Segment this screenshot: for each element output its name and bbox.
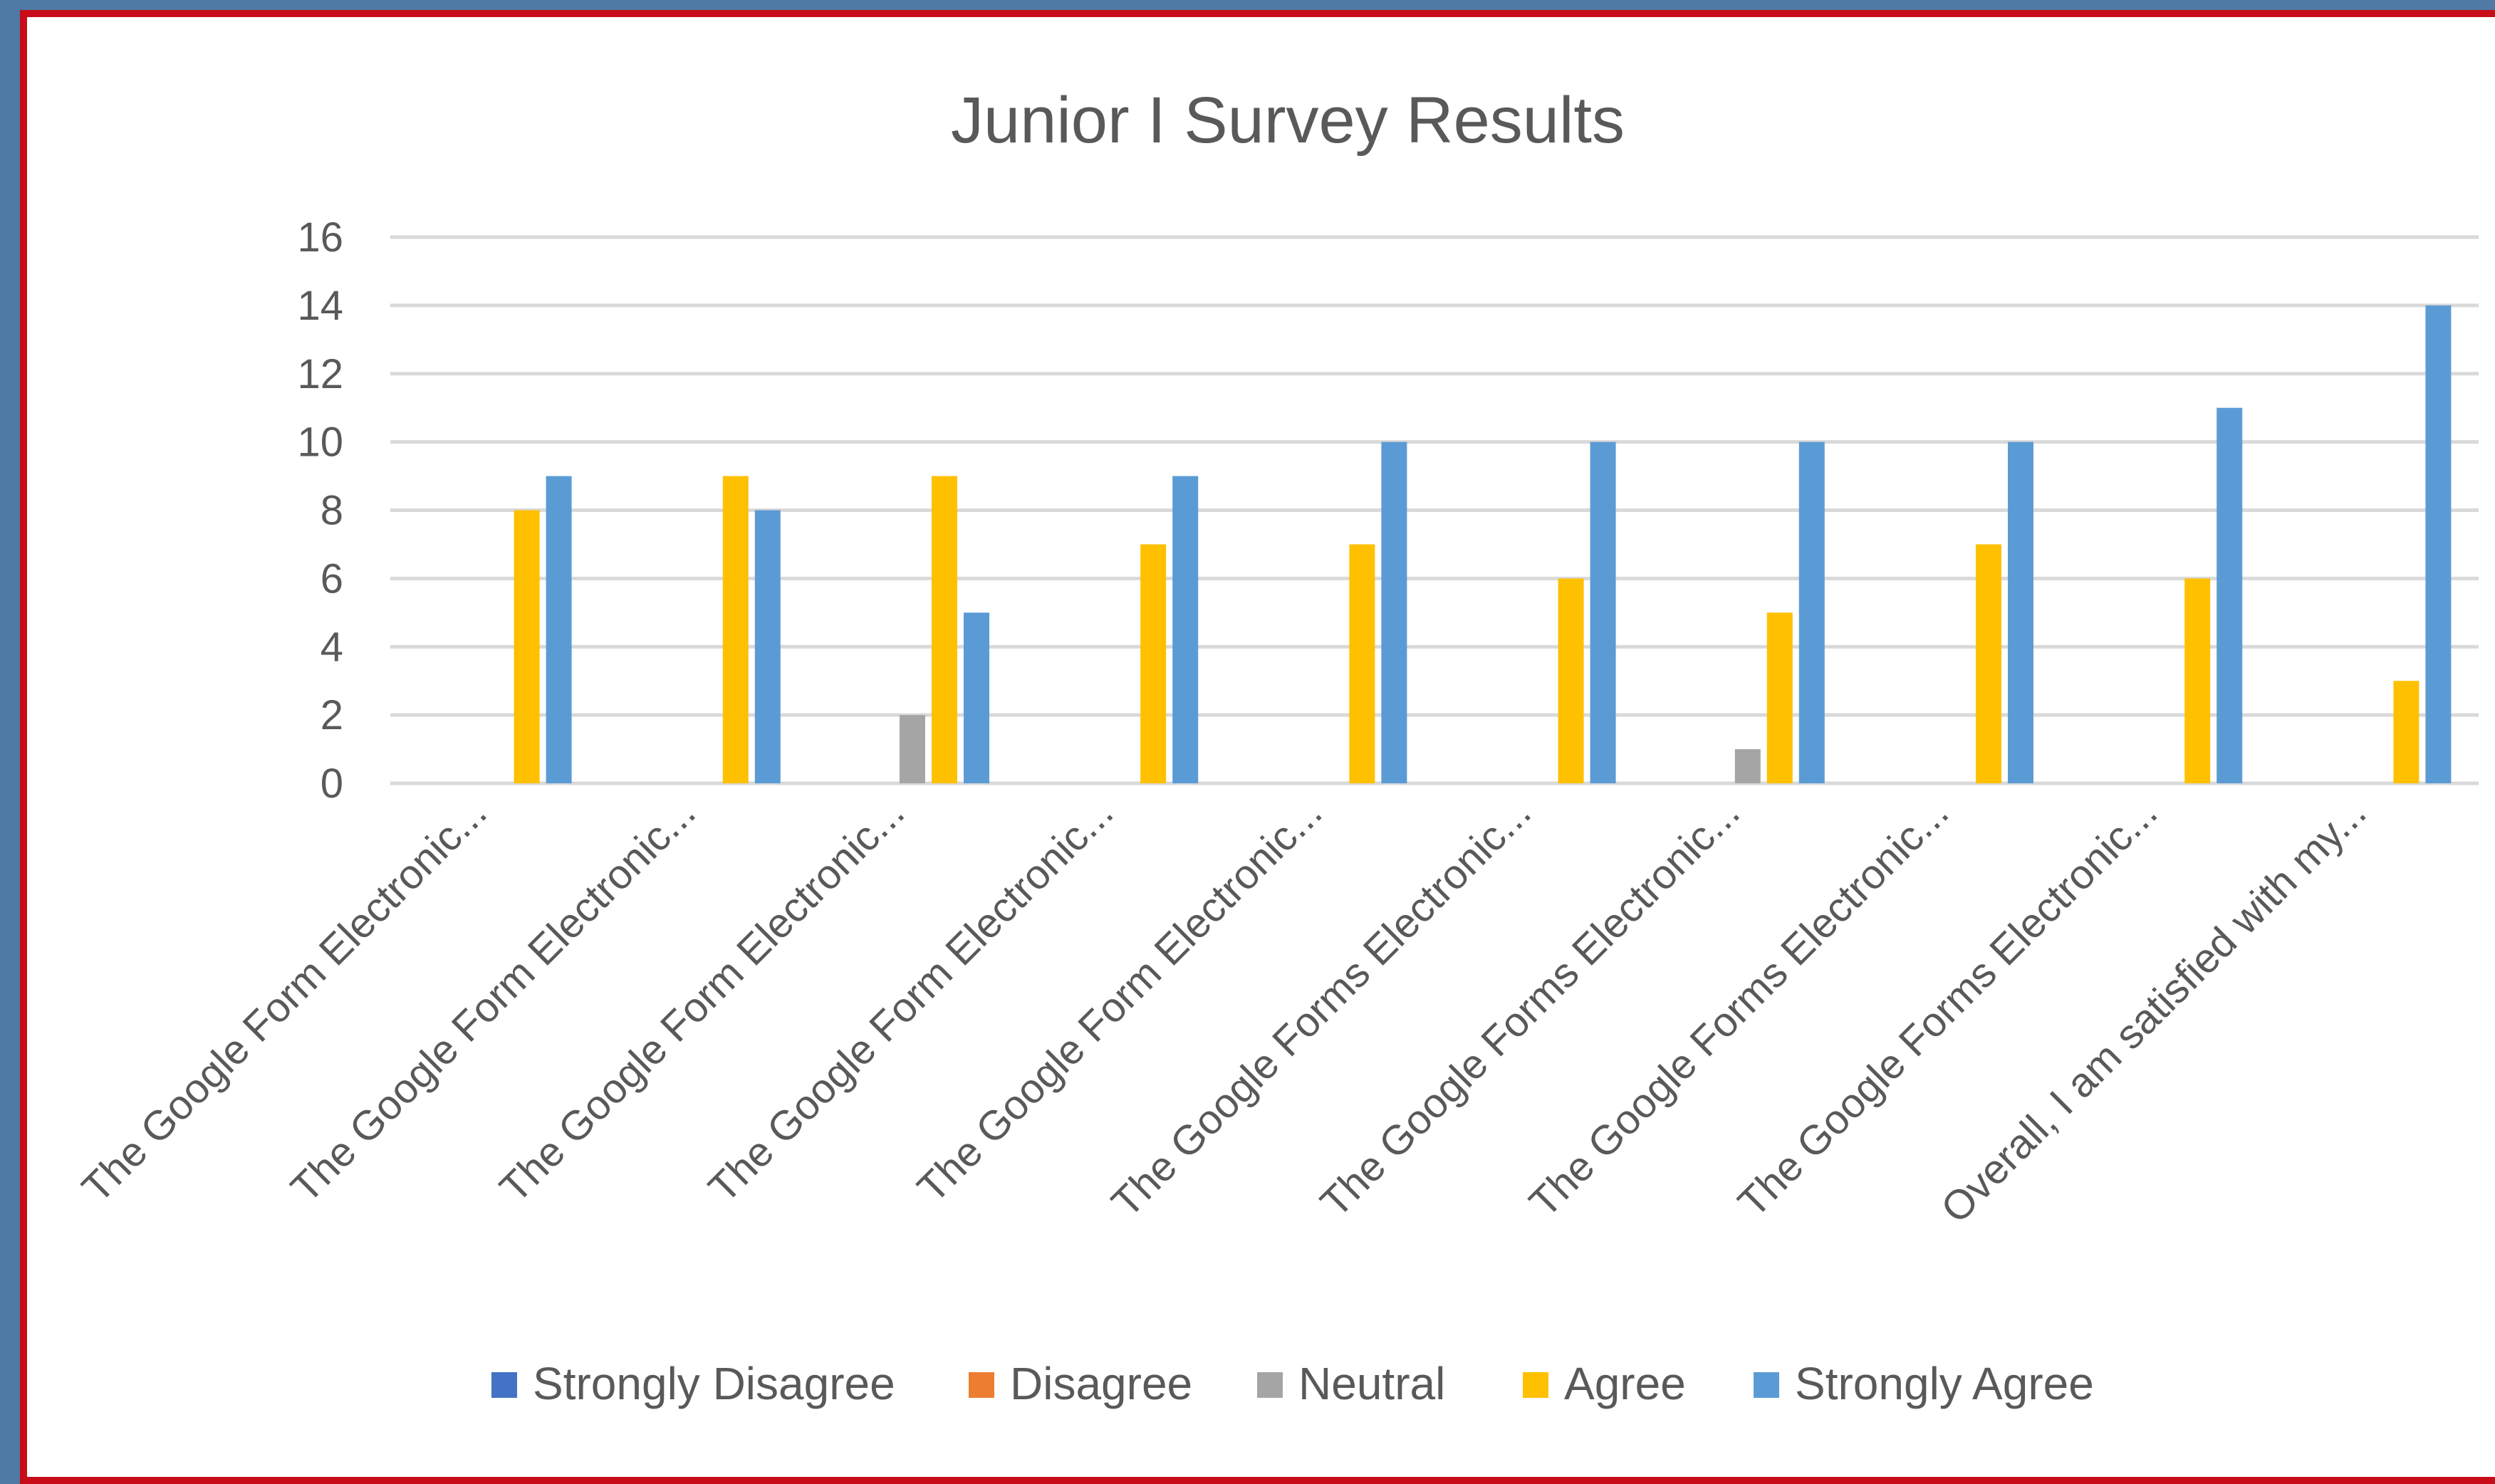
bar-agree [2393, 681, 2420, 783]
bar-strongly-agree [1172, 476, 1199, 783]
bar-agree [1766, 612, 1793, 783]
y-tick-label: 14 [297, 283, 343, 329]
y-tick-label: 6 [321, 555, 343, 602]
bar-strongly-agree [754, 510, 781, 783]
x-category-label: The Google Form Electronic... [909, 789, 1331, 1211]
bar-strongly-agree [1590, 441, 1616, 783]
bar-strongly-agree [964, 612, 989, 783]
bar-neutral [900, 715, 925, 783]
bars [514, 305, 2452, 783]
y-axis-ticks: 0 2 4 6 8 10 12 14 16 [297, 214, 343, 807]
bar-agree [514, 510, 540, 783]
x-category-label: The Google Forms Electronic... [1729, 789, 2167, 1226]
bar-agree [2184, 578, 2211, 783]
bar-neutral [1734, 749, 1761, 783]
y-tick-label: 10 [297, 419, 343, 466]
x-category-label: The Google Form Electronic... [699, 789, 1122, 1211]
legend-label: Strongly Disagree [533, 1358, 895, 1409]
legend-swatch [1754, 1372, 1779, 1398]
chart-panel [20, 10, 2495, 1484]
x-category-label: The Google Forms Electronic... [1521, 789, 1958, 1226]
bar-agree [722, 476, 749, 783]
legend-label: Disagree [1010, 1358, 1192, 1409]
legend-swatch [969, 1372, 994, 1398]
legend-swatch [491, 1372, 517, 1398]
gridlines [390, 235, 2479, 785]
y-tick-label: 8 [321, 488, 343, 534]
legend-swatch [1257, 1372, 1283, 1398]
y-tick-label: 4 [321, 624, 343, 670]
bar-agree [932, 476, 957, 783]
bar-agree [1976, 544, 2001, 783]
bar-agree [1558, 578, 1584, 783]
chart-title: Junior I Survey Results [951, 84, 1625, 157]
bar-strongly-agree [2217, 407, 2243, 783]
bar-strongly-agree [546, 476, 572, 783]
bar-strongly-agree [2425, 305, 2452, 783]
bar-strongly-agree [1381, 441, 1407, 783]
x-category-label: The Google Form Electronic... [282, 789, 704, 1211]
legend-label: Strongly Agree [1795, 1358, 2094, 1409]
x-category-label: The Google Forms Electronic... [1103, 789, 1540, 1226]
bar-agree [1349, 544, 1375, 783]
bar-agree [1140, 544, 1167, 783]
x-category-label: The Google Form Electronic... [491, 789, 913, 1211]
legend-label: Neutral [1298, 1358, 1445, 1409]
legend: Strongly Disagree Disagree Neutral Agree Str… [491, 1358, 2094, 1409]
y-tick-label: 16 [297, 214, 343, 261]
x-category-label: Overall, I am satisfied with my... [1932, 789, 2375, 1232]
x-category-label: The Google Form Electronic... [73, 789, 496, 1211]
legend-swatch [1523, 1372, 1548, 1398]
x-axis-labels: The Google Form Electronic...The Google … [73, 789, 2375, 1232]
x-category-label: The Google Forms Electronic... [1311, 789, 1749, 1226]
bar-strongly-agree [1798, 441, 1825, 783]
legend-label: Agree [1564, 1358, 1686, 1409]
y-tick-label: 0 [321, 761, 343, 807]
y-tick-label: 12 [297, 351, 343, 397]
y-tick-label: 2 [321, 692, 343, 738]
bar-strongly-agree [2008, 441, 2033, 783]
